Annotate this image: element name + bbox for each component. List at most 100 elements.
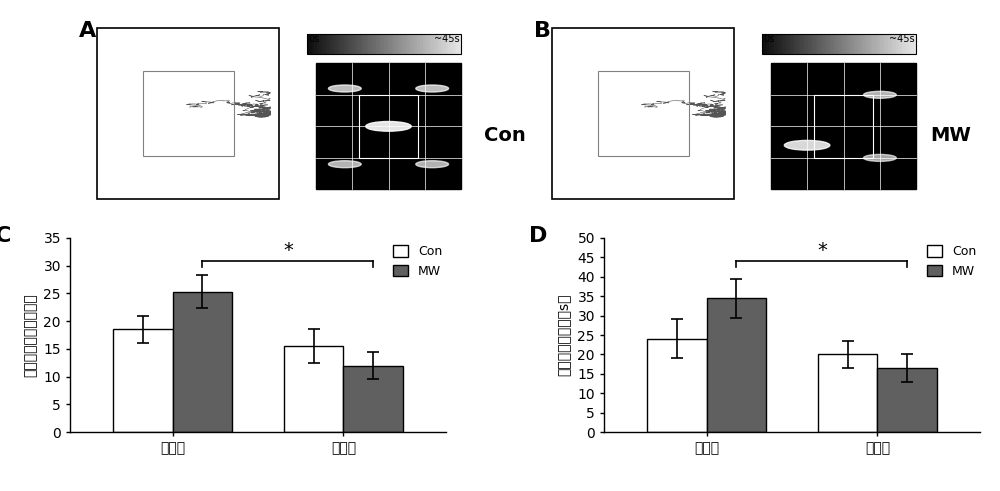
Bar xyxy=(325,34,327,54)
Bar xyxy=(867,34,870,54)
Bar xyxy=(762,34,764,54)
Bar xyxy=(405,34,407,54)
Bar xyxy=(407,34,410,54)
Bar xyxy=(896,34,898,54)
Text: B: B xyxy=(534,21,551,41)
Bar xyxy=(322,34,325,54)
Circle shape xyxy=(328,161,361,168)
Bar xyxy=(552,28,734,199)
Y-axis label: 探索新物体时间（s）: 探索新物体时间（s） xyxy=(558,294,572,376)
Bar xyxy=(399,34,402,54)
Y-axis label: 探索新物体次数（次）: 探索新物体次数（次） xyxy=(24,293,38,377)
Bar xyxy=(816,34,818,54)
Bar xyxy=(829,34,831,54)
Bar xyxy=(893,34,896,54)
Bar xyxy=(284,346,343,432)
Bar xyxy=(376,34,379,54)
Bar xyxy=(173,292,232,432)
Bar xyxy=(356,34,358,54)
Bar xyxy=(343,34,345,54)
Bar xyxy=(371,34,374,54)
Text: ~45s: ~45s xyxy=(434,34,459,44)
Bar xyxy=(143,71,234,157)
Bar xyxy=(790,34,793,54)
Bar xyxy=(769,34,772,54)
Legend: Con, MW: Con, MW xyxy=(388,240,447,283)
Circle shape xyxy=(328,85,361,92)
Bar xyxy=(381,34,384,54)
Text: MW: MW xyxy=(930,126,971,144)
Bar xyxy=(811,34,813,54)
Bar xyxy=(410,34,412,54)
Bar xyxy=(384,34,387,54)
Bar xyxy=(844,34,847,54)
Bar xyxy=(891,34,893,54)
Bar xyxy=(847,34,849,54)
Bar xyxy=(849,34,852,54)
Text: *: * xyxy=(817,241,827,260)
Text: 0s: 0s xyxy=(308,34,320,44)
Bar xyxy=(319,34,322,54)
Bar xyxy=(368,34,371,54)
Bar xyxy=(348,34,350,54)
Bar xyxy=(862,34,865,54)
Bar xyxy=(878,34,880,54)
Bar xyxy=(335,34,338,54)
Bar xyxy=(332,34,335,54)
Text: *: * xyxy=(283,241,293,260)
Bar xyxy=(872,34,875,54)
Bar xyxy=(317,34,319,54)
Bar xyxy=(813,34,816,54)
Circle shape xyxy=(366,121,411,131)
Bar xyxy=(834,34,836,54)
Text: D: D xyxy=(529,226,547,246)
Bar xyxy=(805,34,808,54)
Bar xyxy=(821,34,823,54)
Bar xyxy=(877,368,937,432)
Bar xyxy=(870,34,872,54)
Bar xyxy=(428,34,430,54)
Bar xyxy=(818,34,821,54)
Bar xyxy=(97,28,279,199)
Bar xyxy=(433,34,436,54)
Circle shape xyxy=(864,91,896,98)
Circle shape xyxy=(864,154,896,162)
Bar xyxy=(903,34,906,54)
Bar xyxy=(808,34,811,54)
Bar xyxy=(363,34,366,54)
Bar xyxy=(436,34,438,54)
Bar xyxy=(456,34,459,54)
Bar xyxy=(762,34,916,54)
Bar xyxy=(412,34,415,54)
Bar xyxy=(906,34,909,54)
Bar xyxy=(798,34,800,54)
Bar xyxy=(307,34,309,54)
Bar xyxy=(441,34,443,54)
Circle shape xyxy=(416,85,449,92)
Bar xyxy=(764,34,767,54)
Bar xyxy=(914,34,916,54)
Bar xyxy=(771,63,916,190)
Bar xyxy=(316,63,461,190)
Bar xyxy=(359,95,418,158)
Bar xyxy=(787,34,790,54)
Bar xyxy=(327,34,330,54)
Bar xyxy=(358,34,361,54)
Bar xyxy=(857,34,860,54)
Bar xyxy=(831,34,834,54)
Bar xyxy=(420,34,423,54)
Circle shape xyxy=(416,161,449,168)
Bar xyxy=(451,34,454,54)
Bar xyxy=(438,34,441,54)
Bar xyxy=(774,34,777,54)
Bar xyxy=(312,34,314,54)
Bar xyxy=(826,34,829,54)
Bar xyxy=(113,329,173,432)
Text: ~45s: ~45s xyxy=(889,34,914,44)
Bar xyxy=(852,34,854,54)
Bar xyxy=(880,34,883,54)
Bar xyxy=(374,34,376,54)
Bar xyxy=(598,71,689,157)
Bar xyxy=(800,34,803,54)
Bar xyxy=(430,34,433,54)
